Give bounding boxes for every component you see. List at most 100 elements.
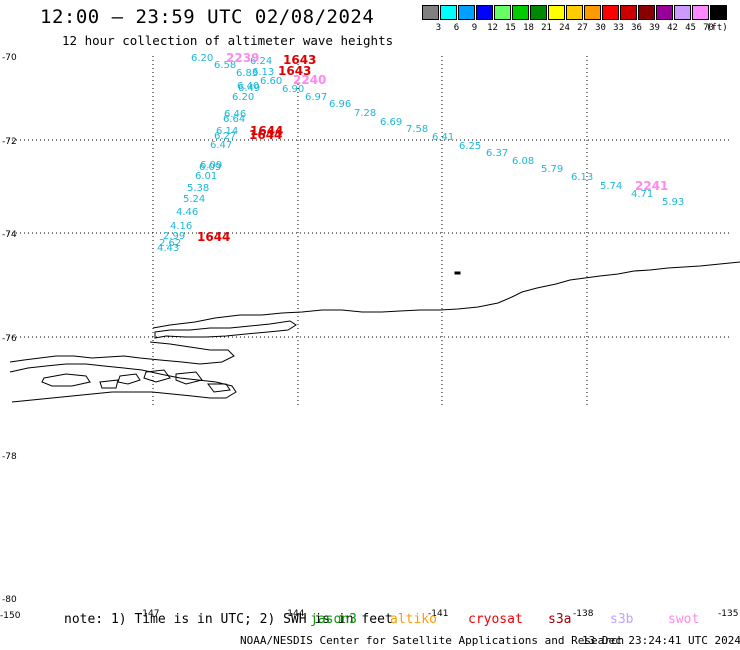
legend-level-label: 42	[667, 23, 678, 33]
pass-time-label: 2239	[226, 51, 259, 65]
legend-level-label: 33	[613, 23, 624, 33]
wave-height-value: 6.09	[200, 160, 222, 171]
wave-height-value: 6.47	[210, 140, 232, 151]
legend-swatch	[584, 5, 601, 20]
legend-swatch	[692, 5, 709, 20]
pass-time-label: 1644	[197, 230, 230, 244]
wave-height-value: 4.46	[176, 207, 198, 218]
longitude-label: -135	[718, 609, 738, 619]
latitude-label: -70	[2, 53, 17, 63]
wave-height-value: 5.24	[183, 194, 205, 205]
legend-swatch	[422, 5, 439, 20]
page-title: 12:00 – 23:59 UTC 02/08/2024	[40, 6, 375, 28]
legend-swatch	[710, 5, 727, 20]
wave-height-value: 6.96	[329, 99, 351, 110]
latitude-label: -76	[2, 334, 17, 344]
legend-swatch	[512, 5, 529, 20]
legend-level-label: 3	[435, 23, 442, 33]
wave-height-value: 5.38	[187, 183, 209, 194]
wave-height-value: 5.93	[662, 197, 684, 208]
wave-height-value: 6.01	[195, 171, 217, 182]
wave-height-value: 6.08	[512, 156, 534, 167]
legend-swatch	[548, 5, 565, 20]
wave-height-value: 6.90	[282, 84, 304, 95]
latitude-label: -78	[2, 452, 17, 462]
satellite-label-swot: swot	[668, 612, 700, 627]
island-1	[117, 373, 141, 385]
legend-level-label: 21	[541, 23, 552, 33]
wave-height-value: 6.40	[237, 81, 259, 92]
wave-height-value: 6.37	[486, 148, 508, 159]
pass-time-label: 2240	[293, 73, 326, 87]
legend-level-label: 9	[471, 23, 478, 33]
altimeter-track: 6.206.58 6.246.836.136.606.406.496.206.90…	[157, 51, 684, 254]
legend-swatch	[638, 5, 655, 20]
wave-height-value: 6.97	[305, 92, 327, 103]
latitude-label: -74	[2, 230, 17, 240]
legend-swatch	[476, 5, 493, 20]
legend-level-label: 27	[577, 23, 588, 33]
longitude-label: -147	[139, 609, 159, 619]
coastline-lobe-3	[9, 363, 237, 403]
legend-level-label: 24	[559, 23, 570, 33]
longitude-label: -144	[284, 609, 305, 619]
pass-time-label: 1644	[249, 128, 282, 142]
pass-time-label: 1643	[283, 53, 316, 67]
wave-height-value: 4.71	[631, 189, 653, 200]
wave-height-value: 4.43	[157, 243, 179, 254]
wave-height-value: 6.41	[432, 132, 454, 143]
legend-unit-label: (ft)	[706, 23, 728, 33]
wave-height-value: 6.13	[252, 67, 274, 78]
wave-height-value: 6.20	[191, 53, 213, 64]
island-6	[207, 383, 231, 393]
legend-swatch	[620, 5, 637, 20]
legend-level-label: 45	[685, 23, 696, 33]
wave-height-value: 5.79	[541, 164, 563, 175]
legend-level-label: 36	[631, 23, 642, 33]
wave-height-value: 6.64	[223, 114, 245, 125]
legend-level-label: 39	[649, 23, 660, 33]
wave-height-value: 6.49	[238, 83, 260, 94]
legend-level-label: 12	[487, 23, 498, 33]
footer-note: note: 1) Time is in UTC; 2) SWH is in fe…	[64, 612, 393, 627]
wave-height-value: 6.27	[214, 131, 236, 142]
legend-level-label: 70	[703, 23, 714, 33]
legend-swatch	[566, 5, 583, 20]
coastline	[9, 261, 740, 403]
page-subtitle: 12 hour collection of altimeter wave hei…	[62, 33, 394, 48]
coastline-lobe-2	[9, 341, 235, 365]
island-3	[143, 369, 171, 383]
small-island	[454, 271, 461, 275]
wave-height-value: 6.14	[216, 126, 238, 137]
wave-height-value: 7.28	[354, 108, 376, 119]
legend-level-label: 30	[595, 23, 606, 33]
wave-height-value: 6.20	[232, 92, 254, 103]
generated-timestamp: 13 Dec 23:24:41 UTC 2024	[582, 634, 740, 647]
legend-swatch	[440, 5, 457, 20]
wave-height-value: 6.24	[250, 56, 272, 67]
island-5	[99, 379, 119, 389]
legend-swatch	[494, 5, 511, 20]
legend-swatch	[530, 5, 547, 20]
satellite-label-altiko: altiko	[390, 612, 437, 627]
pass-time-label: 1643	[278, 64, 311, 78]
legend-level-label: 15	[505, 23, 516, 33]
wave-height-value: 5.74	[600, 181, 622, 192]
pass-time-label: 1644	[250, 124, 283, 138]
latitude-label: -80	[2, 595, 17, 605]
ice-shelf-coastline	[152, 261, 740, 329]
wave-height-value: 4.16	[170, 221, 192, 232]
longitude-label: -150	[0, 611, 21, 621]
wave-height-value: 6.60	[260, 76, 282, 87]
island-4	[175, 371, 203, 385]
legend-swatch	[602, 5, 619, 20]
longitude-label: -138	[573, 609, 594, 619]
wave-height-value: 2.62	[159, 238, 181, 249]
wave-height-value: 6.46	[224, 109, 246, 120]
wave-height-value: 6.13	[571, 172, 593, 183]
legend-level-label: 18	[523, 23, 534, 33]
pass-time-label: 2241	[635, 179, 668, 193]
wave-height-value: 6.25	[459, 141, 481, 152]
satellite-label-s3a: s3a	[548, 612, 572, 627]
